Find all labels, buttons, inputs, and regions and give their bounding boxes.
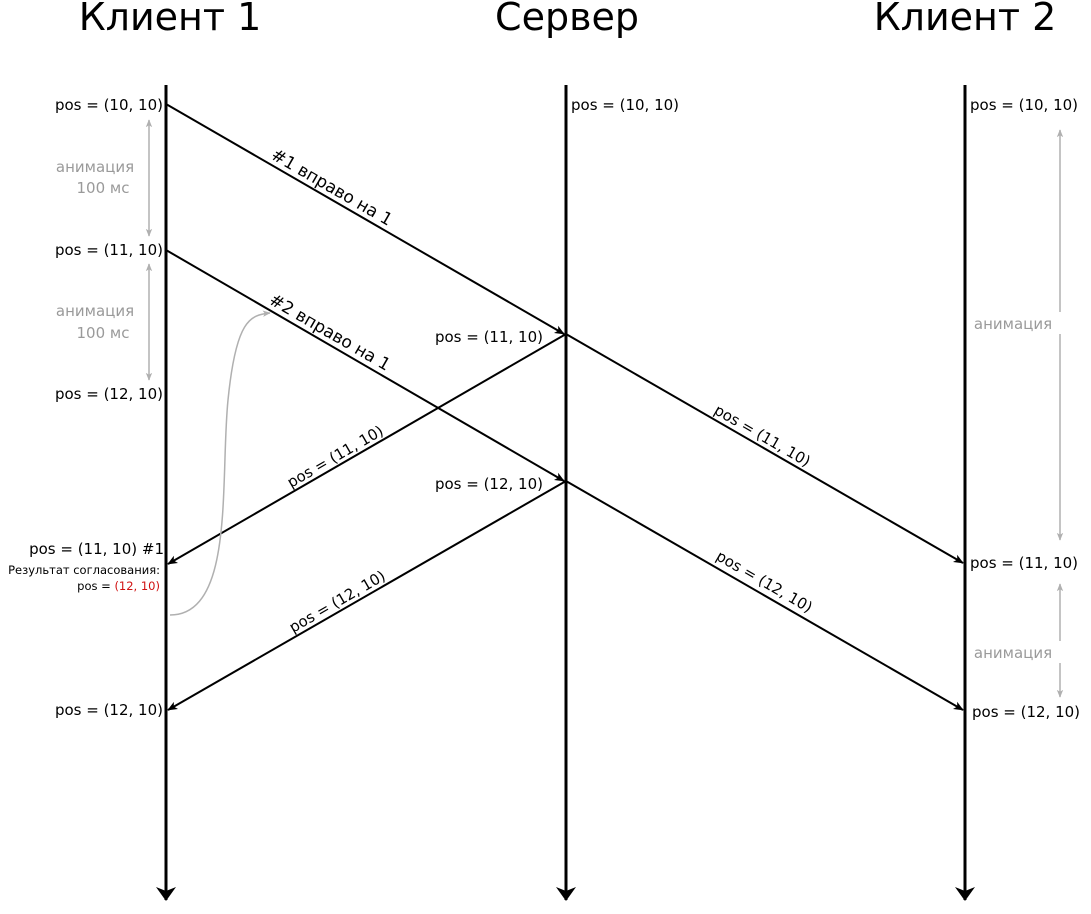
- server-pos-after-first: pos = (11, 10): [435, 328, 543, 346]
- client1-pos-initial: pos = (10, 10): [55, 96, 163, 114]
- message-to-client2-second-arrow: [565, 480, 964, 711]
- client1-pos-final: pos = (12, 10): [55, 701, 163, 719]
- client1-reconcile-title: Результат согласования:: [8, 563, 160, 577]
- client2-anim2-label-bg: [1000, 641, 1090, 663]
- client1-pos-after-second: pos = (12, 10): [55, 385, 163, 403]
- client2-pos-second: pos = (12, 10): [972, 703, 1080, 721]
- client1-anim2-line2: 100 мс: [77, 324, 130, 342]
- client2-anim2-label: анимация: [974, 644, 1052, 662]
- message-cmd1-label: #1 вправо на 1: [268, 145, 396, 231]
- client1-anim1-line2: 100 мс: [77, 179, 130, 197]
- client2-anim1-label: анимация: [974, 315, 1052, 333]
- client2-title: Клиент 2: [874, 0, 1057, 39]
- client1-reconcile-prefix: pos =: [77, 579, 114, 593]
- message-cmd2-label: #2 вправо на 1: [266, 290, 394, 376]
- client1-anim1-line1: анимация: [56, 158, 134, 176]
- server-pos-after-second: pos = (12, 10): [435, 475, 543, 493]
- client2-anim1-label-bg: [1000, 312, 1090, 334]
- message-to-client1-first-label: pos = (11, 10): [284, 422, 387, 492]
- message-to-client2-first-arrow: [565, 333, 964, 564]
- server-pos-initial: pos = (10, 10): [571, 96, 679, 114]
- client1-pos-after-first: pos = (11, 10): [55, 241, 163, 259]
- message-cmd1-arrow: [165, 103, 565, 335]
- client1-reconcile-value: (12, 10): [114, 579, 160, 593]
- message-cmd2-arrow: [165, 249, 565, 482]
- server-title: Сервер: [495, 0, 639, 39]
- client2-pos-first: pos = (11, 10): [970, 554, 1078, 572]
- message-to-client2-second-label: pos = (12, 10): [713, 547, 816, 617]
- message-to-client1-second-label: pos = (12, 10): [286, 567, 389, 637]
- client1-title: Клиент 1: [79, 0, 262, 39]
- message-to-client1-second-arrow: [167, 480, 567, 711]
- client2-pos-initial: pos = (10, 10): [970, 96, 1078, 114]
- client1-anim2-line1: анимация: [56, 302, 134, 320]
- message-to-client1-first-arrow: [167, 333, 567, 565]
- reconcile-curve-arrow: [169, 310, 271, 616]
- message-to-client2-first-label: pos = (11, 10): [711, 401, 814, 471]
- client1-reconcile-line: pos = (12, 10): [77, 579, 160, 593]
- client1-ack-label: pos = (11, 10) #1: [29, 540, 164, 558]
